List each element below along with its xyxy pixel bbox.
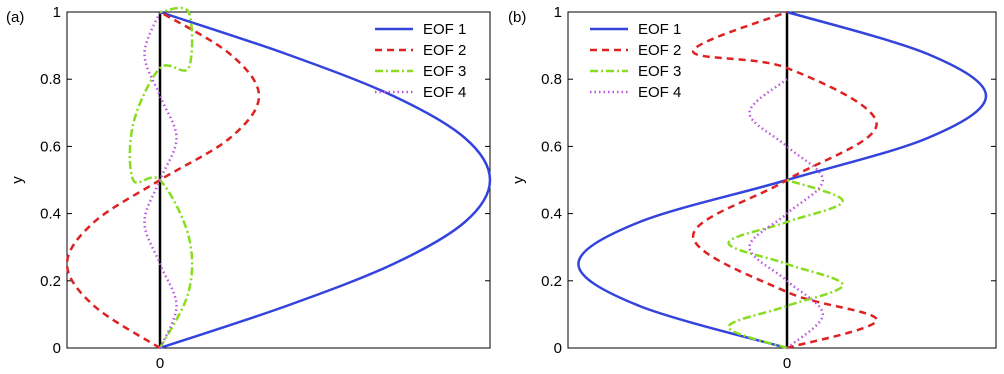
x-tick-label: 0 xyxy=(156,355,164,372)
y-tick-label: 0.6 xyxy=(40,138,61,155)
series-eof-2-line xyxy=(65,10,261,350)
y-tick-label: 0.8 xyxy=(40,71,61,88)
legend-label-eof-4: EOF 4 xyxy=(423,84,466,101)
y-tick-label: 0.8 xyxy=(541,71,562,88)
x-tick-label: 0 xyxy=(783,355,791,372)
y-tick-label: 0 xyxy=(554,340,562,357)
legend-label-eof-3: EOF 3 xyxy=(423,63,466,80)
series-eof-3-line xyxy=(128,6,194,349)
y-tick-label: 0.2 xyxy=(541,273,562,290)
panel-b-label: (b) xyxy=(508,9,526,26)
legend: EOF 1 EOF 2 EOF 3 EOF 4 xyxy=(375,21,466,101)
legend: EOF 1 EOF 2 EOF 3 EOF 4 xyxy=(590,21,681,101)
y-tick-label: 0 xyxy=(53,340,61,357)
series-eof-4-line xyxy=(748,78,825,349)
legend-label-eof-2: EOF 2 xyxy=(423,42,466,59)
series-eof-1-line xyxy=(159,10,492,350)
series-eof-3-line xyxy=(727,178,844,350)
legend-label-eof-2: EOF 2 xyxy=(638,42,681,59)
y-tick-label: 0.6 xyxy=(541,138,562,155)
y-axis-label: y xyxy=(510,176,527,184)
legend-label-eof-4: EOF 4 xyxy=(638,84,681,101)
legend-label-eof-3: EOF 3 xyxy=(638,63,681,80)
legend-label-eof-1: EOF 1 xyxy=(638,21,681,38)
plot-frame xyxy=(567,11,997,349)
panel-a-label: (a) xyxy=(6,9,24,26)
legend-label-eof-1: EOF 1 xyxy=(423,21,466,38)
y-tick-label: 0.4 xyxy=(40,206,61,223)
panel-b-chart: (b) 0 0.2 0.4 0.6 0.8 1 0 y EOF 1 EOF 2 EOF 3 EOF 4 xyxy=(508,4,997,372)
series-eof-4-line xyxy=(143,11,178,349)
series-eof-2-line xyxy=(691,10,878,350)
y-tick-label: 1 xyxy=(554,4,562,21)
panel-a-chart: (a) 0 0.2 0.4 0.6 0.8 1 0 y EOF 1 EOF 2 EOF 3 EOF 4 xyxy=(6,4,492,372)
y-tick-label: 0.2 xyxy=(40,273,61,290)
y-axis-label: y xyxy=(9,176,26,184)
y-tick-label: 0.4 xyxy=(541,206,562,223)
y-tick-label: 1 xyxy=(53,4,61,21)
